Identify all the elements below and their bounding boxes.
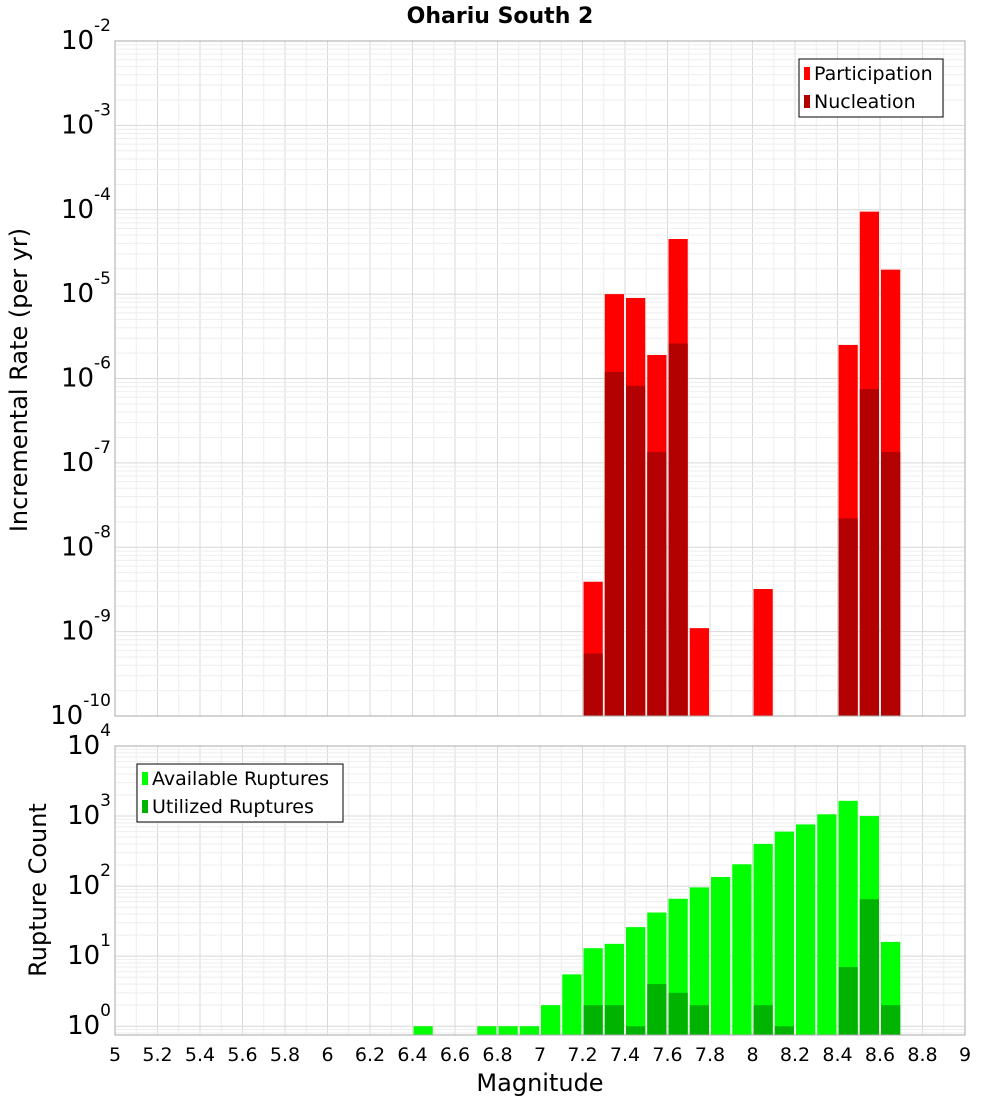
rate-legend-label: Nucleation	[814, 91, 916, 113]
count-bar	[774, 1026, 794, 1035]
x-tick-label: 7.2	[567, 1044, 597, 1066]
rate-y-axis-title: Incremental Rate (per yr)	[5, 228, 33, 532]
count-bar	[498, 1026, 518, 1035]
count-series-1	[583, 899, 901, 1035]
rate-bar	[689, 628, 709, 716]
x-tick-label: 7.6	[652, 1044, 682, 1066]
count-bar	[647, 984, 667, 1035]
rate-legend-box	[798, 58, 944, 118]
count-bar	[838, 967, 858, 1035]
x-tick-label: 6.2	[355, 1044, 385, 1066]
count-bar	[541, 1005, 561, 1035]
x-axis-title: Magnitude	[476, 1069, 603, 1097]
count-y-tick-label: 100	[67, 1001, 111, 1041]
rate-bar	[859, 389, 879, 716]
rate-legend-swatch	[804, 67, 810, 80]
rate-legend-swatch	[804, 95, 810, 108]
count-bar	[626, 1026, 646, 1035]
count-bar	[817, 814, 837, 1035]
count-bar	[604, 1005, 624, 1035]
rate-chart-panel: 10-10 10-9 10-8 10-7 10-6 10-5 10-4 10-3 10-2 Par…	[50, 16, 966, 731]
rate-y-tick-label: 10-7	[61, 438, 111, 478]
x-tick-label: 5.4	[185, 1044, 215, 1066]
count-bar	[689, 887, 709, 1035]
rate-legend: Participation Nucleation	[798, 58, 944, 118]
count-bar	[859, 899, 879, 1035]
count-legend-swatch	[142, 772, 148, 785]
rate-bar	[753, 589, 773, 716]
count-bar	[626, 927, 646, 1035]
count-bar	[774, 831, 794, 1035]
count-legend: Available Ruptures Utilized Ruptures	[136, 763, 344, 823]
count-bar	[583, 1005, 603, 1035]
rupture-count-chart-panel: 100 101 102 103 104 5 5.2 5.4 5.6 5.8 6 6.2 6.4 6.6 6.…	[67, 721, 971, 1066]
rate-bar	[604, 371, 624, 716]
count-y-tick-label: 103	[67, 791, 111, 831]
count-bar	[477, 1026, 497, 1035]
count-bar	[519, 1026, 539, 1035]
count-y-tick-label: 101	[67, 931, 111, 971]
count-y-tick-label: 104	[67, 721, 111, 761]
x-tick-label: 6.4	[397, 1044, 427, 1066]
rate-y-tick-label: 10-6	[61, 354, 111, 394]
chart-title: Ohariu South 2	[407, 4, 594, 29]
count-bar	[689, 1005, 709, 1035]
count-bar	[753, 1005, 773, 1035]
x-tick-label: 8.2	[780, 1044, 810, 1066]
x-tick-label: 9	[959, 1044, 971, 1066]
x-tick-label: 7.8	[695, 1044, 725, 1066]
count-legend-label: Available Ruptures	[152, 768, 329, 790]
x-tick-label: 5	[109, 1044, 121, 1066]
count-bar	[732, 864, 752, 1035]
count-legend-box	[136, 763, 344, 823]
rate-y-tick-label: 10-8	[61, 522, 111, 562]
rate-y-tick-label: 10-4	[61, 185, 111, 225]
count-plot-frame	[114, 745, 966, 1036]
count-bar	[796, 824, 816, 1035]
rate-y-tick-label: 10-2	[61, 16, 111, 56]
x-tick-label: 5.8	[270, 1044, 300, 1066]
x-tick-label: 5.6	[227, 1044, 257, 1066]
count-bar	[711, 876, 731, 1035]
count-bar	[881, 1005, 901, 1035]
x-tick-label: 8.4	[822, 1044, 852, 1066]
count-bar	[562, 974, 582, 1035]
rate-y-tick-label: 10-9	[61, 607, 111, 647]
x-tick-label: 7.4	[610, 1044, 640, 1066]
x-tick-label: 8	[746, 1044, 758, 1066]
x-tick-label: 7	[534, 1044, 546, 1066]
rate-bar	[647, 451, 667, 716]
x-tick-label: 6.6	[440, 1044, 470, 1066]
count-legend-swatch	[142, 800, 148, 813]
x-tick-label: 6	[321, 1044, 333, 1066]
x-tick-label: 5.2	[142, 1044, 172, 1066]
count-y-tick-label: 102	[67, 861, 111, 901]
rate-gridlines	[114, 40, 966, 717]
rate-series-1	[583, 343, 901, 716]
x-tick-label: 8.8	[907, 1044, 937, 1066]
rate-bar	[668, 343, 688, 716]
count-bar	[413, 1026, 433, 1035]
rate-bar	[583, 653, 603, 716]
rate-bar	[626, 385, 646, 716]
rate-legend-label: Participation	[814, 63, 933, 85]
rate-y-tick-label: 10-10	[50, 691, 111, 731]
x-tick-label: 8.6	[865, 1044, 895, 1066]
rate-y-tick-label: 10-5	[61, 269, 111, 309]
count-legend-label: Utilized Ruptures	[152, 796, 314, 818]
rate-plot-frame	[114, 40, 966, 717]
count-bar	[753, 843, 773, 1035]
count-y-axis-title: Rupture Count	[24, 803, 52, 977]
rate-y-tick-label: 10-3	[61, 100, 111, 140]
x-tick-label: 6.8	[482, 1044, 512, 1066]
rate-bar	[838, 518, 858, 716]
count-bar	[668, 992, 688, 1035]
rate-bar	[881, 451, 901, 716]
